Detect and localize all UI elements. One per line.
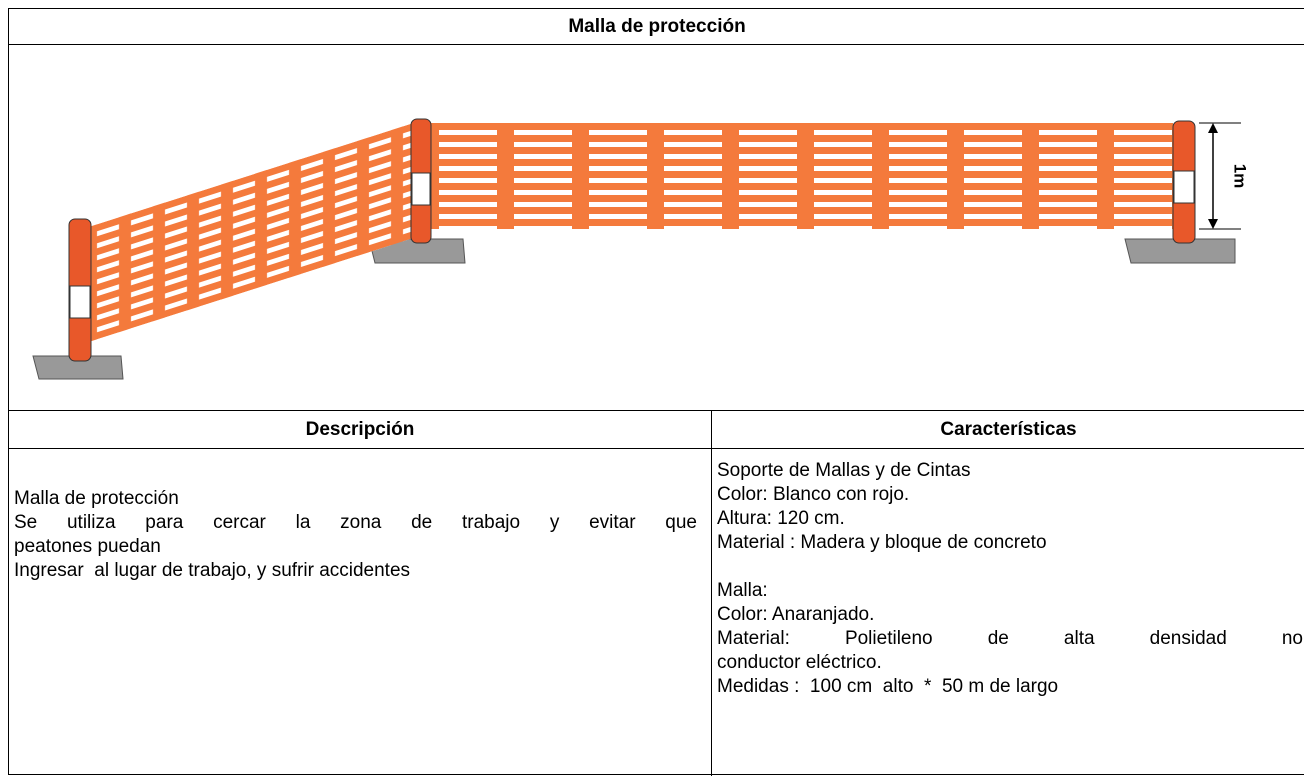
text-line: Malla de protección	[14, 488, 179, 509]
fence-illustration: 1m	[32, 118, 1250, 380]
text-line: Soporte de Mallas y de Cintas	[717, 460, 971, 481]
dimension-label: 1m	[1231, 164, 1250, 189]
text-line: Altura: 120 cm.	[717, 508, 845, 529]
text-line: Color: Blanco con rojo.	[717, 484, 910, 505]
text-line: Ingresar al lugar de trabajo, y sufrir a…	[14, 560, 411, 581]
header-cell: Características	[940, 419, 1077, 440]
text-line: Se utiliza para cercar la zona de trabaj…	[14, 512, 697, 533]
text-line: Material : Madera y bloque de concreto	[717, 532, 1047, 553]
text-line: Malla:	[717, 580, 768, 601]
header-row: Descripción Características	[9, 411, 1304, 449]
figure: 1m	[9, 45, 1304, 411]
text-line: Color: Anaranjado.	[717, 604, 875, 625]
support-specs: Soporte de Mallas y de Cintas Color: Blan…	[717, 459, 1303, 555]
description: Malla de protección Se utiliza para cerca…	[14, 487, 697, 583]
text-line: Material: Polietileno de alta densidad n…	[717, 628, 1303, 649]
body-row: Malla de protección Se utiliza para cerca…	[9, 449, 1304, 776]
header-cell: Descripción	[305, 419, 415, 440]
mesh-specs: Malla: Color: Anaranjado. Material: Poliet…	[717, 579, 1303, 699]
column-divider	[711, 411, 712, 776]
document: Malla de protección	[8, 8, 1304, 776]
text-line: conductor eléctrico.	[717, 652, 882, 673]
text-line: Medidas : 100 cm alto * 50 m de largo	[717, 676, 1059, 697]
text-line: peatones puedan	[14, 536, 161, 557]
characteristics: Soporte de Mallas y de Cintas Color: Blan…	[717, 459, 1303, 699]
title: Malla de protección	[9, 9, 1304, 45]
